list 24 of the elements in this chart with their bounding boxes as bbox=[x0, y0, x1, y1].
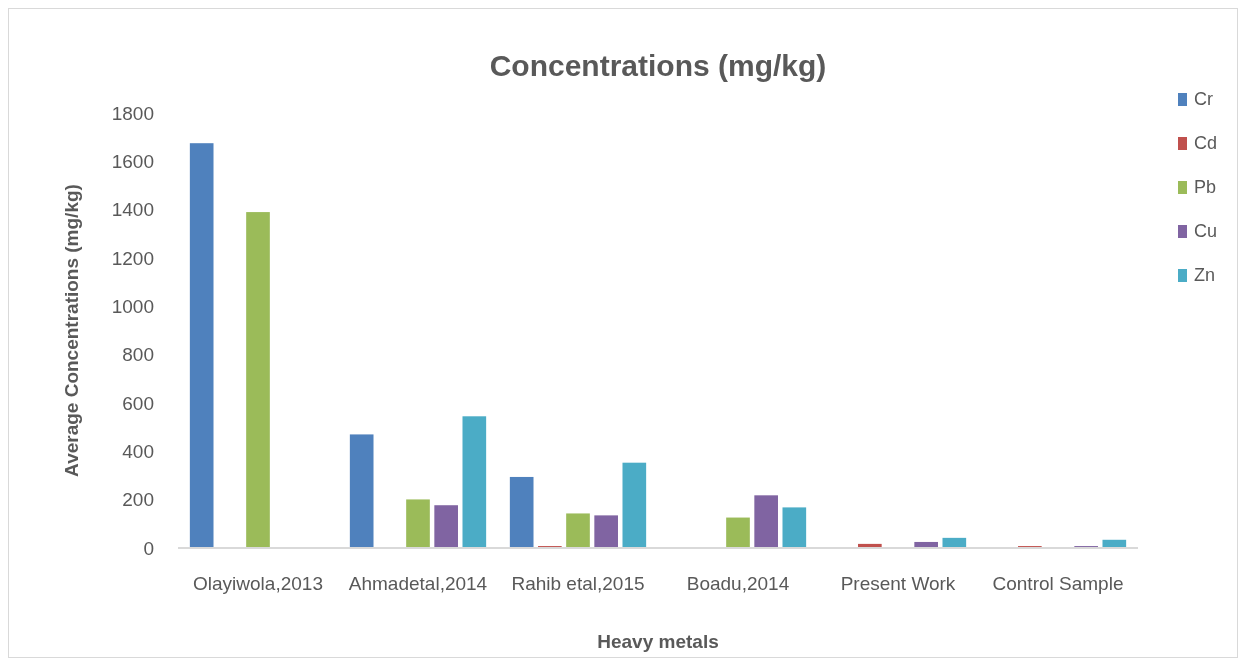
y-tick-label: 1600 bbox=[111, 150, 154, 172]
y-tick-label: 1800 bbox=[111, 102, 154, 124]
y-tick-label: 1200 bbox=[111, 247, 154, 269]
x-axis-title: Heavy metals bbox=[597, 631, 719, 652]
chart-title: Concentrations (mg/kg) bbox=[489, 49, 827, 82]
x-tick-label: Rahib etal,2015 bbox=[511, 573, 645, 594]
legend-label: Cu bbox=[1194, 221, 1218, 241]
y-tick-label: 1400 bbox=[111, 199, 154, 221]
y-tick-label: 600 bbox=[122, 392, 154, 414]
legend-label: Zn bbox=[1194, 265, 1216, 285]
y-tick-label: 400 bbox=[122, 440, 154, 462]
y-tick-label: 0 bbox=[143, 537, 154, 559]
y-axis-title: Average Concentrations (mg/kg) bbox=[61, 184, 82, 477]
legend-label: Cr bbox=[1194, 89, 1213, 109]
x-tick-label: Control Sample bbox=[992, 573, 1124, 594]
y-tick-label: 1000 bbox=[111, 295, 154, 317]
legend-label: Cd bbox=[1194, 133, 1218, 153]
y-tick-label: 800 bbox=[122, 344, 154, 366]
x-tick-label: Boadu,2014 bbox=[686, 573, 790, 594]
x-tick-label: Ahmadetal,2014 bbox=[348, 573, 488, 594]
x-tick-label: Olayiwola,2013 bbox=[193, 573, 323, 594]
y-tick-label: 200 bbox=[122, 489, 154, 511]
x-tick-label: Present Work bbox=[840, 573, 956, 594]
legend-label: Pb bbox=[1194, 177, 1217, 197]
